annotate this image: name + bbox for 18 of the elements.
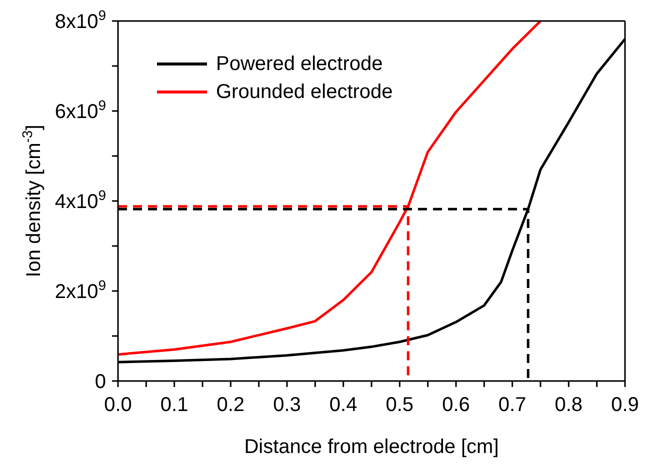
x-tick-label: 0.9 xyxy=(611,394,639,416)
legend-label: Grounded electrode xyxy=(216,80,393,105)
y-tick-label: 4x10$^{9}$ xyxy=(54,187,106,213)
y-tick-label: 2x10$^{9}$ xyxy=(54,277,106,303)
x-tick-label: 0.5 xyxy=(386,394,414,416)
x-tick-label: 0.6 xyxy=(442,394,470,416)
x-tick-label: 0.3 xyxy=(273,394,301,416)
y-tick-label: 0 xyxy=(94,371,106,393)
x-tick-label: 0.8 xyxy=(554,394,583,416)
x-tick-label: 0.4 xyxy=(329,394,358,416)
x-tick-label: 0.1 xyxy=(160,394,188,416)
x-axis-title: Distance from electrode [cm] xyxy=(244,436,499,458)
x-tick-label: 0.7 xyxy=(498,394,526,416)
legend-label: Powered electrode xyxy=(216,52,383,77)
y-tick-label: 6x10$^{9}$ xyxy=(54,97,106,123)
x-tick-label: 0.2 xyxy=(216,394,245,416)
y-tick-label: 8x10$^{9}$ xyxy=(54,7,106,33)
x-tick-label: 0.0 xyxy=(104,394,132,416)
